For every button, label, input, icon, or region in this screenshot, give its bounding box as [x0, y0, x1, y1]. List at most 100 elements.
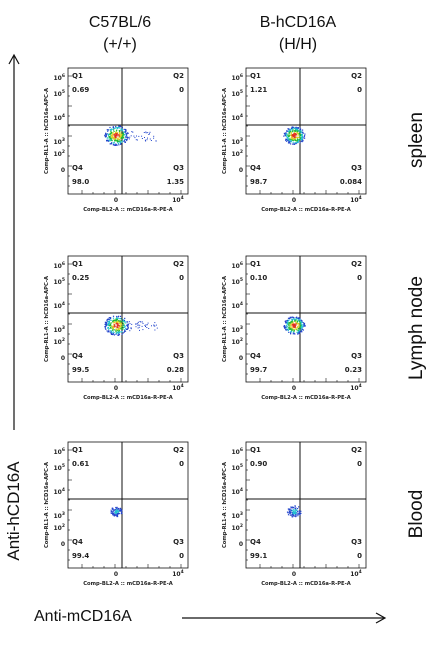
event-dot [107, 134, 110, 136]
event-dot [285, 132, 287, 134]
event-dot [144, 139, 146, 141]
event-dot [289, 318, 291, 320]
event-dot [299, 326, 301, 328]
event-dot [112, 126, 114, 128]
event-dot [114, 139, 116, 141]
event-dot [115, 331, 117, 333]
event-dot [290, 510, 292, 512]
event-dot [121, 141, 123, 143]
event-dot [118, 134, 120, 136]
event-dot [110, 129, 112, 131]
event-dot [120, 143, 122, 145]
event-dot [124, 330, 126, 332]
event-dot [110, 131, 112, 133]
event-dot [108, 320, 110, 322]
event-dot [296, 512, 298, 514]
quadrant-value-q1: 0.61 [72, 460, 89, 468]
event-dot [295, 126, 297, 128]
event-dot [284, 326, 286, 328]
event-dot [287, 128, 289, 130]
event-dot [137, 322, 139, 324]
event-dot [113, 144, 115, 146]
event-dot [297, 132, 299, 134]
quadrant-value-q1: 0.90 [250, 460, 267, 468]
event-dot [113, 129, 115, 131]
event-dot [123, 134, 125, 136]
event-dot [108, 320, 110, 322]
event-dot [117, 143, 119, 145]
svg-text:103: 103 [54, 511, 66, 520]
event-dot [297, 141, 299, 143]
event-dot [292, 512, 294, 514]
event-dot [301, 327, 303, 329]
event-dot [299, 138, 301, 140]
event-dot [297, 515, 299, 517]
event-dot [294, 318, 296, 320]
event-dot [110, 134, 112, 136]
event-dot [116, 332, 118, 334]
event-dot [298, 331, 300, 333]
event-dot [107, 134, 109, 136]
event-dot [120, 321, 122, 324]
event-dot [105, 324, 107, 326]
y-axis-label: Anti-hCD16A [4, 461, 23, 561]
event-dot [129, 136, 131, 138]
event-dot [119, 325, 121, 327]
event-dot [286, 319, 289, 321]
quadrant-label-q1: Q1 [250, 72, 261, 80]
column-title-line1: C57BL/6 [88, 14, 152, 31]
event-dot [300, 319, 302, 321]
event-dot [130, 328, 132, 330]
quadrant-label-q2: Q2 [173, 260, 184, 268]
event-dot [123, 128, 125, 130]
event-dot [296, 132, 299, 135]
event-dot [110, 325, 112, 327]
event-dot [301, 137, 303, 139]
event-dot [123, 326, 125, 328]
event-dot [293, 138, 295, 140]
event-dot [111, 327, 113, 329]
event-dot [148, 134, 150, 135]
event-dot [118, 333, 120, 335]
quadrant-value-q4: 99.7 [250, 366, 267, 374]
quadrant-label-q4: Q4 [72, 352, 83, 360]
event-dot [302, 322, 304, 324]
event-dot [113, 142, 115, 144]
event-dot [107, 318, 110, 320]
quadrant-value-q2: 0 [357, 274, 362, 282]
event-dot [117, 138, 119, 140]
event-dot [285, 321, 287, 324]
event-dot [290, 514, 292, 516]
event-dot [153, 137, 155, 139]
event-dot [119, 142, 121, 144]
event-dot [115, 508, 117, 510]
event-dot [292, 506, 294, 508]
quadrant-label-q3: Q3 [173, 352, 184, 360]
event-dot [292, 141, 294, 143]
event-dot [286, 325, 288, 327]
event-dot [295, 324, 297, 326]
event-dot [293, 513, 295, 515]
event-dot [118, 127, 121, 129]
event-dot [126, 136, 128, 138]
event-dot [299, 318, 301, 320]
event-dot [120, 321, 122, 323]
event-dot [115, 139, 117, 141]
event-dot [111, 325, 113, 327]
event-dot [141, 135, 143, 137]
event-dot [112, 511, 114, 513]
event-dot [124, 325, 126, 328]
quadrant-label-q3: Q3 [173, 164, 184, 172]
event-dot [293, 324, 295, 326]
event-dot [123, 331, 125, 333]
event-dot [296, 128, 299, 130]
quadrant-label-q4: Q4 [250, 352, 261, 360]
svg-text:105: 105 [54, 463, 66, 472]
event-dot [291, 129, 293, 131]
event-dot [143, 132, 145, 133]
svg-text:104: 104 [232, 301, 244, 310]
event-dot [110, 132, 112, 134]
event-dot [126, 138, 128, 140]
event-dot [113, 326, 115, 328]
